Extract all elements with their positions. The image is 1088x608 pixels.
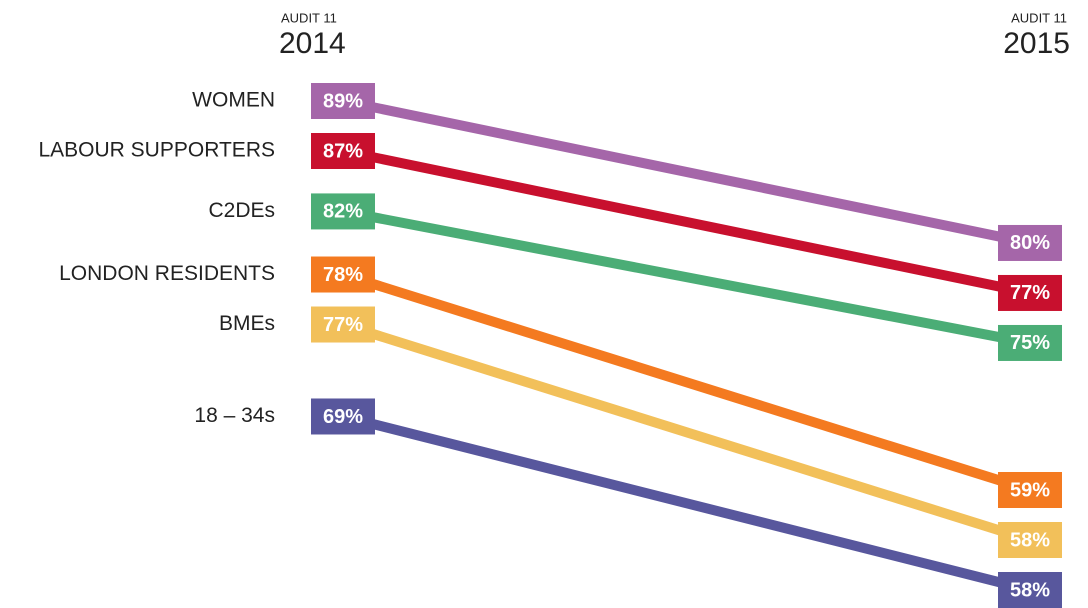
slope-line (341, 319, 1032, 545)
value-box (311, 398, 375, 435)
value-box (311, 133, 375, 169)
slope-line (341, 269, 1032, 495)
value-label: 77% (1010, 282, 1050, 304)
value-box (998, 274, 1062, 311)
slope-line (342, 206, 1031, 348)
column-label: 2014 (279, 27, 346, 60)
value-box (311, 193, 375, 230)
value-label: 58% (1010, 529, 1050, 551)
category-label: LONDON RESIDENTS (59, 262, 275, 285)
value-box (311, 306, 375, 343)
value-box (998, 472, 1062, 508)
value-box (998, 324, 1062, 361)
category-label: C2DEs (208, 199, 275, 222)
value-label: 78% (323, 264, 363, 286)
column-label: 2015 (1003, 27, 1070, 60)
category-label: BMEs (219, 312, 275, 335)
value-box (998, 572, 1062, 608)
slope-line (341, 96, 1032, 248)
column-sublabel: AUDIT 11 (1011, 10, 1067, 25)
slope-line (341, 146, 1032, 298)
value-box (998, 522, 1062, 558)
value-label: 82% (323, 201, 363, 223)
value-label: 80% (1010, 232, 1050, 254)
slope-line (341, 411, 1032, 595)
category-label: WOMEN (192, 89, 275, 112)
value-label: 89% (323, 90, 363, 112)
value-label: 75% (1010, 332, 1050, 354)
category-label: 18 – 34s (194, 404, 275, 427)
value-label: 59% (1010, 479, 1050, 501)
value-label: 87% (323, 140, 363, 162)
value-label: 77% (323, 314, 363, 336)
value-box (998, 224, 1062, 261)
value-label: 69% (323, 406, 363, 428)
category-label: LABOUR SUPPORTERS (38, 139, 275, 162)
value-label: 58% (1010, 579, 1050, 601)
column-sublabel: AUDIT 11 (281, 10, 337, 25)
value-box (311, 256, 375, 293)
value-box (311, 83, 375, 119)
